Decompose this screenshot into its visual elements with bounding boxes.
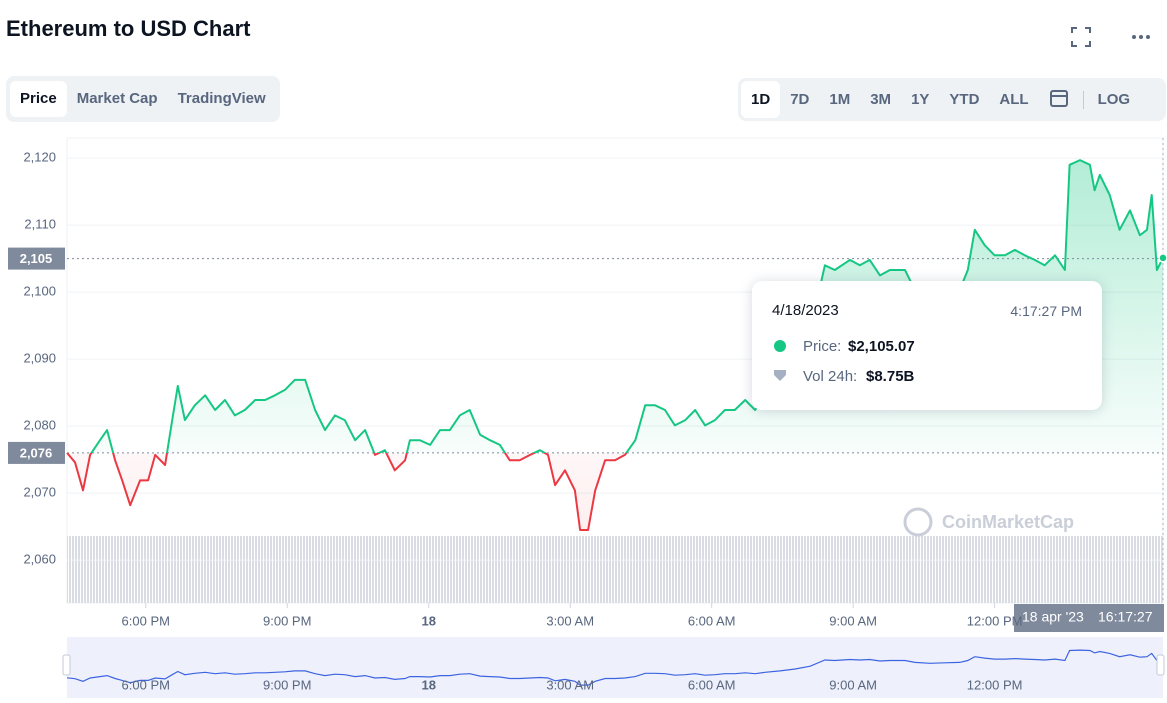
tooltip-time: 4:17:27 PM: [1010, 303, 1082, 319]
range-button[interactable]: ALL: [999, 91, 1029, 108]
last-price-line-box: [8, 247, 65, 270]
watermark-text: CoinMarketCap: [942, 512, 1074, 532]
navigator-tick-label: 6:00 PM: [122, 677, 170, 692]
tab[interactable]: Price: [10, 81, 67, 117]
range-button[interactable]: 1M: [829, 91, 851, 108]
plot-layer: [66, 157, 1164, 608]
tooltip: 4/18/2023 4:17:27 PM Price: $2,105.07 Vo…: [752, 281, 1102, 410]
x-tick-label: 3:00 AM: [546, 613, 594, 628]
x-tick-label: 9:00 PM: [263, 613, 311, 628]
navigator-tick-label: 9:00 PM: [263, 677, 311, 692]
navigator[interactable]: [67, 637, 1163, 698]
watermark: CoinMarketCap: [903, 507, 1074, 537]
baseline-line-box: [8, 441, 65, 464]
tab[interactable]: Market Cap: [76, 90, 158, 107]
tab[interactable]: TradingView: [177, 90, 266, 107]
price-line: [66, 159, 1164, 531]
range-button[interactable]: 1Y: [911, 91, 930, 108]
volume-icon: [774, 370, 786, 381]
range-button[interactable]: 7D: [790, 91, 810, 108]
y-tick-label: 2,110: [24, 217, 56, 232]
navigator-tick-label: 18: [421, 677, 435, 692]
navigator-tick-label: 3:00 AM: [546, 677, 594, 692]
navigator-line: [66, 649, 1164, 686]
x-tick-label: 12:00 PM: [967, 613, 1023, 628]
price-value: $2,105.07: [848, 338, 915, 355]
y-tick-label: 2,060: [23, 552, 56, 567]
volume-label: Vol 24h:: [803, 368, 858, 385]
fullscreen-icon[interactable]: [1071, 27, 1091, 47]
y-tick-label: 2,080: [23, 418, 56, 433]
volume-value: $8.75B: [866, 368, 915, 385]
volume-bars: [67, 536, 1163, 603]
x-tick-label: 6:00 PM: [122, 613, 170, 628]
range-group: 1D 7D 1M 3M 1Y YTD ALL LOG: [738, 78, 1166, 121]
navigator-tick-label: 9:00 AM: [829, 677, 877, 692]
crosshair-date: 18 apr '23: [1022, 609, 1084, 625]
price-area: [67, 160, 1163, 530]
x-tick-label: 18: [421, 613, 435, 628]
x-tick-label: 9:00 AM: [829, 613, 877, 628]
tab-group: Price Market Cap TradingView: [6, 76, 280, 122]
scale-button[interactable]: LOG: [1097, 91, 1131, 108]
crosshair-label: 18 apr '23 16:17:27: [1014, 604, 1164, 632]
y-tick-label: 2,100: [23, 284, 56, 299]
y-tick-label: 2,120: [23, 150, 56, 165]
last-price-line-label: 2,105: [20, 251, 53, 266]
calendar-icon[interactable]: [1039, 81, 1079, 118]
tooltip-date: 4/18/2023: [772, 302, 839, 319]
range-button[interactable]: YTD: [949, 91, 980, 108]
navigator-tick-label: 12:00 PM: [967, 677, 1023, 692]
baseline-line-label: 2,076: [20, 445, 53, 460]
range-button[interactable]: 3M: [870, 91, 892, 108]
range-button[interactable]: 1D: [741, 81, 781, 118]
separator: [1082, 90, 1084, 109]
price-dot: [774, 340, 786, 352]
price-label: Price:: [803, 338, 842, 355]
navigator-handle[interactable]: [62, 654, 71, 676]
page-title: Ethereum to USD Chart: [6, 16, 251, 41]
more-icon[interactable]: [1132, 35, 1150, 39]
navigator-handle[interactable]: [1156, 654, 1165, 676]
navigator-tick-label: 6:00 AM: [688, 677, 736, 692]
x-tick-label: 6:00 AM: [688, 613, 736, 628]
last-point: [1158, 253, 1167, 263]
crosshair-time: 16:17:27: [1098, 609, 1153, 625]
y-tick-label: 2,090: [23, 351, 56, 366]
y-tick-label: 2,070: [23, 485, 56, 500]
